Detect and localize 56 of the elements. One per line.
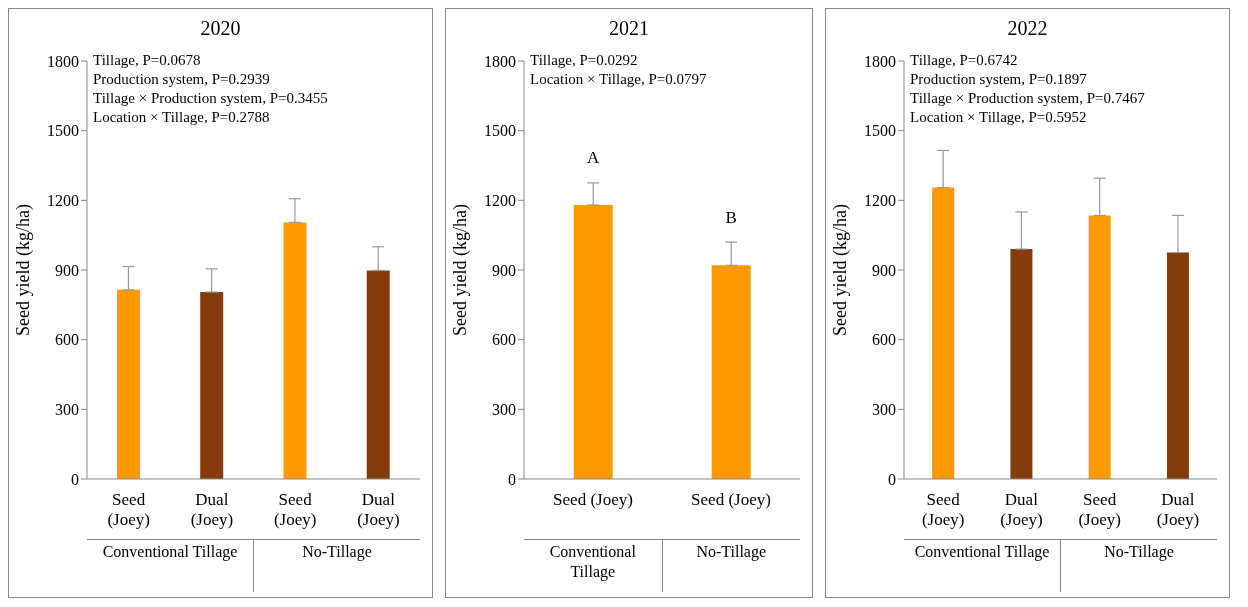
- text: No-Tillage: [661, 540, 800, 592]
- data-label: A: [587, 147, 601, 167]
- text: Conventional Tillage: [101, 542, 239, 563]
- y-tick-label: 1800: [47, 52, 79, 70]
- chart-title: 2021: [608, 16, 650, 41]
- y-tick-label: 1200: [484, 192, 516, 210]
- y-tick-label: 300: [55, 401, 79, 419]
- bar: [1088, 215, 1111, 479]
- chart-title: 2022: [1006, 16, 1049, 41]
- y-tick-label: 600: [872, 331, 896, 349]
- y-tick-label: 600: [492, 331, 516, 349]
- annotation: Tillage, P=0.0292 Location × Tillage, P=0.0797: [530, 51, 707, 89]
- y-tick-label: 1800: [864, 52, 896, 70]
- bar: [1166, 252, 1189, 479]
- text: Conventional Tillage: [913, 542, 1051, 563]
- y-tick-label: 900: [55, 261, 79, 279]
- text: No-Tillage: [1060, 540, 1217, 592]
- chart-title: 2020: [199, 16, 242, 41]
- annotation: Tillage, P=0.6742 Production system, P=0.1897 Tillage × Production system, P=0.7467 Location × Tillage, P=0.5952: [910, 51, 1145, 127]
- bar: [200, 292, 224, 479]
- bar: [366, 270, 390, 479]
- y-tick-label: 1500: [864, 122, 896, 140]
- text: No-Tillage: [253, 540, 420, 592]
- x-tick-label: Seed (Joey): [107, 490, 150, 529]
- x-tick-label: Seed (Joey): [691, 490, 771, 509]
- bar: [116, 289, 140, 479]
- y-tick-label: 1200: [864, 192, 896, 210]
- bar: [1010, 249, 1033, 479]
- y-tick-label: 300: [872, 401, 896, 419]
- y-axis-title: Seed yield (kg/ha): [830, 204, 852, 336]
- y-tick-label: 0: [508, 470, 516, 488]
- y-tick-label: 1800: [484, 52, 516, 70]
- text: Conventional Tillage: [548, 542, 637, 583]
- bar: [283, 222, 307, 479]
- x-tick-label: Dual (Joey): [1000, 490, 1043, 529]
- y-tick-label: 900: [872, 261, 896, 279]
- y-tick-label: 1200: [47, 192, 79, 210]
- x-tick-label: Dual (Joey): [190, 490, 234, 529]
- y-axis-title: Seed yield (kg/ha): [13, 204, 35, 336]
- data-label: B: [725, 208, 737, 228]
- x-tick-label: Seed (Joey): [273, 490, 317, 529]
- x-tick-label: Seed (Joey): [553, 490, 633, 509]
- annotation: Tillage, P=0.0678 Production system, P=0.2939 Tillage × Production system, P=0.3455 Location × Tillage, P=0.2788: [93, 51, 328, 127]
- y-tick-label: 1500: [484, 122, 516, 140]
- x-tick-label: Dual (Joey): [1156, 490, 1200, 529]
- x-tick-label: Seed (Joey): [921, 490, 965, 529]
- x-tick-label: Dual (Joey): [357, 490, 400, 529]
- y-tick-label: 0: [888, 470, 896, 488]
- y-tick-label: 600: [55, 331, 79, 349]
- bar: [932, 187, 955, 479]
- y-tick-label: 900: [492, 261, 516, 279]
- y-axis-title: Seed yield (kg/ha): [450, 204, 472, 336]
- x-tick-label: Seed (Joey): [1078, 490, 1121, 529]
- y-tick-label: 1500: [47, 122, 79, 140]
- y-tick-label: 300: [492, 401, 516, 419]
- y-tick-label: 0: [71, 470, 79, 488]
